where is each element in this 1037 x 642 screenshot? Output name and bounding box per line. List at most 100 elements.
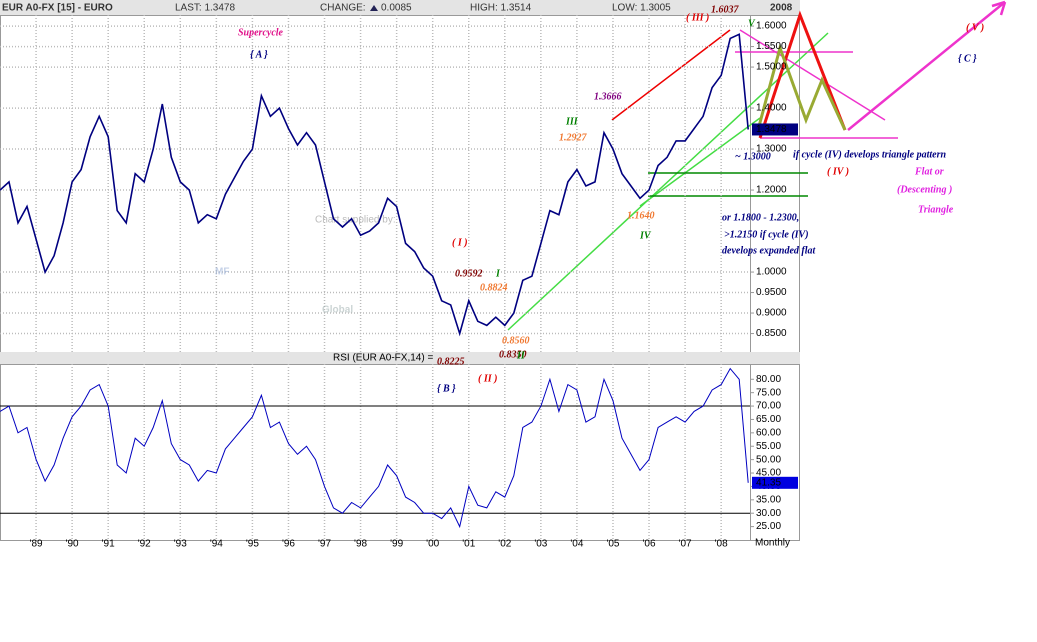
- annotation: Flat or: [914, 166, 944, 177]
- y-tick-label: 65.00: [756, 414, 781, 425]
- annotation: 0.9592: [455, 268, 483, 279]
- x-tick-label: '04: [570, 539, 583, 550]
- annotation: ( III ): [686, 12, 709, 23]
- annotation: ( IV ): [827, 166, 849, 177]
- y-tick-label: 0.8500: [756, 328, 787, 339]
- y-tick-label: 45.00: [756, 468, 781, 479]
- channel-line: [611, 29, 731, 121]
- annotation: IV: [639, 230, 652, 241]
- annotation: I: [495, 268, 501, 279]
- annotation: 1.2927: [559, 132, 588, 143]
- annotation: V: [748, 18, 756, 29]
- y-tick-label: 25.00: [756, 521, 781, 532]
- flat-path: [758, 10, 847, 139]
- last-value-box: [752, 123, 798, 136]
- header-title: EUR A0-FX [15] - EURO: [2, 3, 113, 14]
- rsi-frame: [0, 364, 800, 541]
- header-last: LAST: 1.3478: [175, 3, 235, 14]
- header-change: 0.0085: [381, 3, 412, 14]
- header-bar: [0, 0, 800, 15]
- y-tick-label: 70.00: [756, 401, 781, 412]
- x-tick-label: '00: [426, 539, 439, 550]
- rsi-title: RSI (EUR A0-FX,14) =: [333, 353, 433, 364]
- x-tick-label: '01: [462, 539, 475, 550]
- annotation: if cycle (IV) develops triangle pattern: [793, 149, 946, 160]
- x-tick-label: '06: [643, 539, 656, 550]
- annotation: II: [516, 350, 526, 361]
- y-tick-label: 35.00: [756, 494, 781, 505]
- y-tick-label: 0.9500: [756, 287, 787, 298]
- up-arrow: [370, 5, 378, 11]
- y-tick-label: 50.00: [756, 454, 781, 465]
- annotation: ( II ): [478, 373, 497, 384]
- annotation: { A }: [250, 49, 268, 60]
- y-tick-label: 1.4000: [756, 103, 787, 114]
- trend-line: [507, 32, 829, 331]
- price-frame: [0, 15, 800, 353]
- x-tick-label: '97: [318, 539, 331, 550]
- period: Monthly: [755, 538, 790, 549]
- annotation: >1.2150 if cycle (IV): [724, 229, 809, 240]
- wave-v-arrow: [847, 1, 1006, 131]
- annotation: { B }: [437, 383, 456, 394]
- annotation: Supercycle: [238, 27, 284, 38]
- annotation: ( V ): [966, 22, 984, 33]
- data-line: [0, 367, 749, 529]
- annotation: ( I ): [452, 237, 468, 248]
- annotation: 0.8560: [502, 335, 530, 346]
- x-tick-label: '08: [715, 539, 728, 550]
- header-date: 2008: [770, 3, 793, 14]
- rsi-bar: [0, 352, 800, 364]
- y-tick-label: 1.5000: [756, 62, 787, 73]
- y-tick-label: 75.00: [756, 387, 781, 398]
- y-tick-label: 1.6000: [756, 21, 787, 32]
- y-tick-label: 1.5500: [756, 41, 787, 52]
- watermark-logo: Global: [322, 305, 353, 316]
- annotation: Triangle: [918, 204, 954, 215]
- annotation: develops expanded flat: [722, 245, 817, 256]
- header-low: LOW: 1.3005: [612, 3, 671, 14]
- annotation: or 1.1800 - 1.2300,: [722, 212, 799, 223]
- x-tick-label: '95: [246, 539, 259, 550]
- x-tick-label: '89: [30, 539, 43, 550]
- arrow-head: [991, 0, 1007, 16]
- last-value-box: [752, 476, 798, 489]
- data-line: [0, 33, 749, 337]
- x-tick-label: '99: [390, 539, 403, 550]
- header-change-label: CHANGE:: [320, 3, 366, 14]
- y-tick-label: 1.0000: [756, 267, 787, 278]
- annotation: 0.8350: [499, 349, 527, 360]
- triangle-line: [739, 29, 886, 121]
- annotation: 1.6037: [711, 4, 740, 15]
- y-tick-label: 55.00: [756, 441, 781, 452]
- y-tick-label: 80.00: [756, 374, 781, 385]
- x-tick-label: '03: [534, 539, 547, 550]
- y-tick-label: 1.2000: [756, 185, 787, 196]
- x-tick-label: '96: [282, 539, 295, 550]
- y-tick-label: 60.00: [756, 427, 781, 438]
- annotation: 0.8824: [480, 282, 508, 293]
- watermark: Chart supplied by:: [315, 215, 396, 226]
- annotation: (Descenting ): [897, 184, 952, 195]
- y-tick-label: 1.3000: [756, 144, 787, 155]
- annotation: 1.3666: [594, 91, 622, 102]
- watermark-logo: MF: [215, 267, 229, 278]
- trend-line: [639, 117, 761, 207]
- annotation: ~ 1.3000: [735, 151, 771, 162]
- annotation: { C }: [958, 53, 977, 64]
- header-high: HIGH: 1.3514: [470, 3, 532, 14]
- x-tick-label: '07: [679, 539, 692, 550]
- annotation: 1.1640: [627, 210, 655, 221]
- triangle-path: [756, 42, 847, 131]
- y-tick-label: 0.9000: [756, 308, 787, 319]
- wave-lines: [0, 0, 1007, 540]
- x-tick-label: '91: [102, 539, 115, 550]
- annotation: III: [565, 116, 579, 127]
- last-value: 41.35: [756, 477, 781, 488]
- x-tick-label: '92: [138, 539, 151, 550]
- annotation: 0.8225: [437, 356, 465, 367]
- last-value: 1.3478: [756, 124, 787, 135]
- x-tick-label: '05: [606, 539, 619, 550]
- y-tick-label: 30.00: [756, 508, 781, 519]
